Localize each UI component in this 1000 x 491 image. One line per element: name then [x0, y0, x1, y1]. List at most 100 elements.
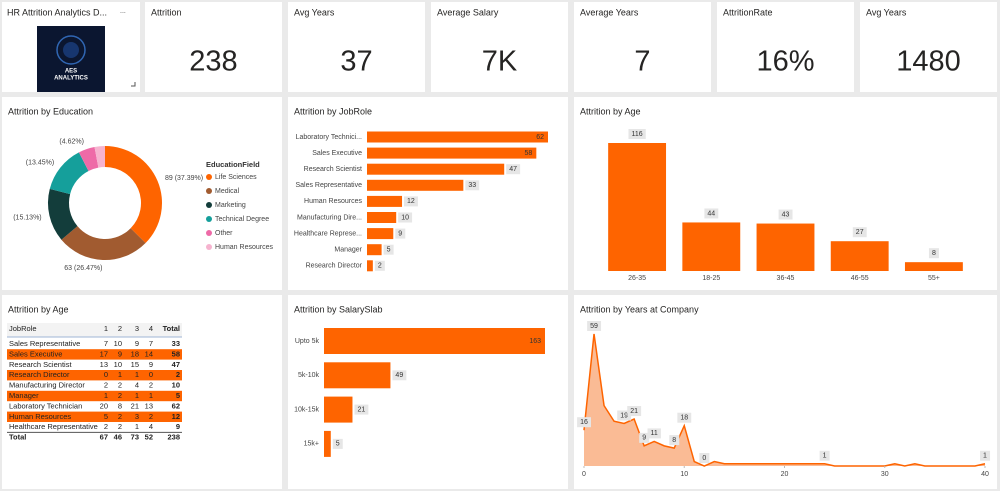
data-label: 5 [336, 441, 340, 448]
legend-marker [206, 188, 212, 194]
matrix-cell: 3 [135, 412, 139, 421]
data-label-bg [669, 435, 680, 446]
bar [682, 222, 741, 271]
data-label: 8 [932, 250, 936, 257]
card-value: 1480 [896, 46, 961, 78]
matrix-total: 67 [100, 433, 108, 442]
matrix-header: 4 [149, 324, 153, 333]
donut-slice [49, 152, 89, 195]
matrix-title: Attrition by Age [8, 304, 69, 314]
tile [288, 295, 568, 489]
menu[interactable]: ... [120, 8, 126, 15]
matrix-cell: 2 [104, 381, 108, 390]
matrix-header-bg [7, 323, 182, 337]
matrix-cell: 5 [104, 412, 108, 421]
matrix-cell: 10 [172, 381, 180, 390]
legend-label: Life Sciences [215, 174, 257, 181]
matrix-total: 238 [167, 433, 180, 442]
matrix-cell: 12 [172, 412, 180, 421]
legend-label: Medical [215, 188, 240, 195]
bar [756, 223, 815, 271]
matrix-cell: 0 [104, 370, 108, 379]
bar [608, 143, 667, 271]
data-label: 18 [680, 415, 688, 422]
matrix-cell: 9 [176, 422, 180, 431]
data-label: 8 [672, 437, 676, 444]
category-label: 5k-10k [298, 372, 320, 379]
card-label: Avg Years [294, 7, 335, 17]
donut-slice [61, 226, 146, 260]
logo-globe-core [63, 42, 79, 58]
matrix-cell: Research Scientist [9, 360, 72, 369]
x-tick-label: 18-25 [702, 275, 720, 282]
data-label: 10 [401, 214, 409, 221]
tile [288, 97, 568, 290]
matrix-row-highlight [7, 390, 182, 402]
matrix-header: Total [163, 324, 180, 333]
matrix-cell: 2 [118, 391, 122, 400]
card-label: Average Salary [437, 7, 499, 17]
data-label-bg [704, 208, 719, 219]
x-tick-label: 30 [881, 471, 889, 478]
data-label-bg [778, 209, 793, 220]
matrix-cell: Sales Representative [9, 339, 80, 348]
matrix-cell: 1 [149, 391, 153, 400]
data-label: 16 [580, 419, 588, 426]
bar [367, 163, 505, 175]
data-label-bg [398, 212, 413, 223]
legend-label: Technical Degree [215, 216, 269, 223]
data-label-bg [392, 370, 407, 381]
matrix-cell: 8 [118, 401, 122, 410]
matrix-cell: Healthcare Representative [9, 422, 98, 431]
tile [288, 2, 425, 92]
tile [717, 2, 854, 92]
category-label: 10k-15k [294, 406, 319, 413]
chart-title: Attrition by SalarySlab [294, 304, 383, 314]
matrix-cell: 18 [131, 349, 139, 358]
legend-marker [206, 244, 212, 250]
donut-slice [94, 146, 105, 168]
matrix-row-highlight [7, 370, 182, 381]
card-value: 7 [634, 46, 650, 78]
data-label: 12 [407, 198, 415, 205]
data-label-bg [627, 406, 642, 417]
chart-title: Attrition by JobRole [294, 106, 372, 116]
matrix-cell: 17 [100, 349, 108, 358]
matrix-cell: Laboratory Technician [9, 401, 82, 410]
x-tick-label: 20 [781, 471, 789, 478]
card-label: Attrition [151, 7, 182, 17]
matrix-cell: 2 [118, 422, 122, 431]
area-fill [584, 334, 985, 466]
category-label: Manager [334, 247, 362, 254]
category-label: Healthcare Represe... [294, 230, 362, 237]
data-label: 9 [642, 435, 646, 442]
data-label-bg [374, 260, 385, 271]
matrix-cell: 2 [104, 422, 108, 431]
matrix-cell: 20 [100, 401, 108, 410]
data-label-bg [980, 450, 991, 461]
bar [324, 362, 391, 389]
matrix-cell: 2 [176, 370, 180, 379]
report-title: HR Attrition Analytics D... [7, 7, 107, 17]
matrix-header: 3 [135, 324, 139, 333]
data-label-bg [506, 164, 521, 175]
data-label-bg [677, 412, 692, 423]
x-tick-label: 40 [981, 471, 989, 478]
category-label: Manufacturing Dire... [297, 214, 362, 221]
legend-marker [206, 216, 212, 222]
legend-marker [206, 230, 212, 236]
data-label-bg [395, 228, 406, 239]
data-label: 59 [590, 323, 598, 330]
matrix-cell: 2 [118, 412, 122, 421]
logo-text: AES [65, 69, 77, 75]
legend-label: Other [215, 230, 233, 237]
matrix-cell: 15 [131, 360, 139, 369]
card-label: Avg Years [866, 7, 907, 17]
bar [367, 131, 548, 143]
chart-title: Attrition by Years at Company [580, 304, 699, 314]
card-value: 16% [756, 46, 814, 78]
data-label-bg [577, 417, 591, 428]
category-label: Sales Representative [295, 182, 362, 189]
bar [367, 147, 537, 159]
resize-handle[interactable] [131, 82, 136, 87]
